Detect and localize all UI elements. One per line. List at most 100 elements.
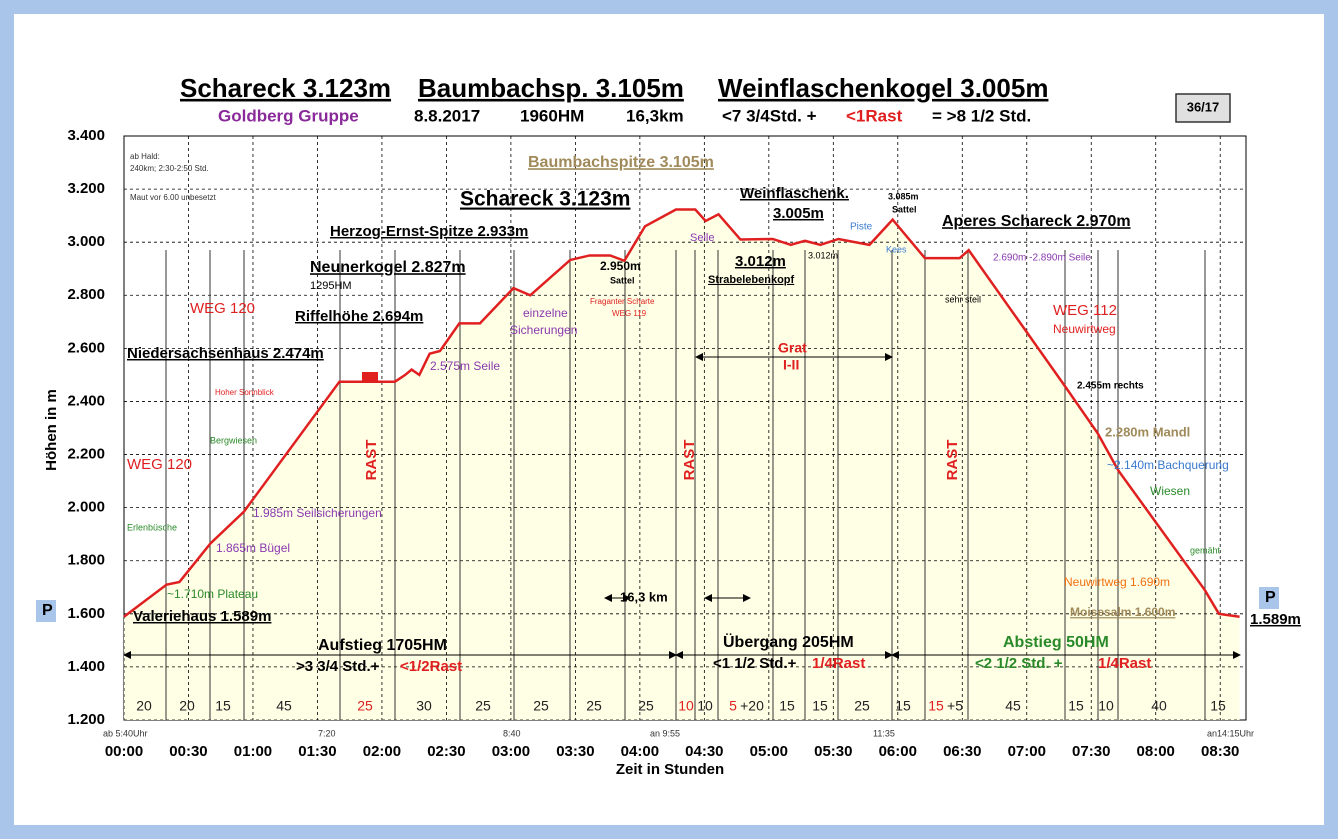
x-tick-label: 01:00 xyxy=(234,743,272,760)
annotation: Erlenbüsche xyxy=(127,522,177,532)
segment-label: +20 xyxy=(740,698,764,714)
y-tick-label: 1.200 xyxy=(67,711,105,728)
annotation: 1.865m Bügel xyxy=(216,541,290,555)
annotation: Aufstieg 1705HM xyxy=(318,637,447,654)
segment-label: +5 xyxy=(947,698,963,714)
x-tick-label: 06:00 xyxy=(879,743,917,760)
subtitle: <7 3/4Std. + xyxy=(722,106,817,125)
x-tick-label: 03:00 xyxy=(492,743,530,760)
y-tick-label: 2.600 xyxy=(67,339,105,356)
segment-label: 15 xyxy=(812,698,828,714)
badge-box xyxy=(1175,93,1231,123)
annotation: 1295HM xyxy=(310,280,352,292)
y-tick-label: 3.000 xyxy=(67,233,105,250)
annotation: Bergwiesen xyxy=(210,435,257,445)
segment-label: 10 xyxy=(1098,698,1114,714)
annotation: Riffelhöhe 2.694m xyxy=(295,308,423,325)
x-tick-label: 08:00 xyxy=(1137,743,1175,760)
annotation: Piste xyxy=(850,222,873,233)
title: Baumbachsp. 3.105m xyxy=(418,73,684,103)
segment-label: 15 xyxy=(215,698,231,714)
annotation: Schareck 3.123m xyxy=(460,188,630,211)
title: Schareck 3.123m xyxy=(180,73,391,103)
annotation: 3.012m xyxy=(808,250,838,260)
segment-label: 25 xyxy=(586,698,602,714)
annotation: Sicherungen xyxy=(510,323,577,337)
y-tick-label: 2.800 xyxy=(67,286,105,303)
annotation: sehr steil xyxy=(945,294,981,304)
x-tick-label: 00:30 xyxy=(169,743,207,760)
annotation: Neuwirtweg 1.690m xyxy=(1064,575,1170,589)
annotation: Moisesalm 1.600m xyxy=(1070,605,1175,619)
x-tick-label: 00:00 xyxy=(105,743,143,760)
annotation: 3.085m xyxy=(888,191,919,201)
annotation: 2.575m Seile xyxy=(430,359,500,373)
y-tick-label: 3.200 xyxy=(67,180,105,197)
annotation: <2 1/2 Std. + xyxy=(975,655,1063,672)
x-tick-label: 05:30 xyxy=(814,743,852,760)
x-tick-label: 07:30 xyxy=(1072,743,1110,760)
annotation: 8:40 xyxy=(503,728,521,738)
annotation: <1/2Rast xyxy=(400,658,462,675)
annotation: Valeriehaus 1.589m xyxy=(133,608,271,625)
annotation: 2.280m Mandl xyxy=(1105,424,1190,439)
segment-label: 5 xyxy=(729,698,737,714)
annotation: an 9:55 xyxy=(650,728,680,738)
annotation: Neuwirtweg xyxy=(1053,322,1116,336)
x-tick-label: 07:00 xyxy=(1008,743,1046,760)
annotation: Herzog-Ernst-Spitze 2.933m xyxy=(330,223,528,240)
segment-label: 45 xyxy=(276,698,292,714)
segment-label: 15 xyxy=(928,698,944,714)
y-tick-label: 1.400 xyxy=(67,658,105,675)
x-axis-label: Zeit in Stunden xyxy=(616,761,724,778)
annotation: ab 5:40Uhr xyxy=(103,728,148,738)
annotation: 3.005m xyxy=(773,205,824,222)
y-axis-label: Höhen in m xyxy=(43,389,60,471)
annotation: Sattel xyxy=(892,204,917,214)
annotation: Maut vor 6.00 unbesetzt xyxy=(130,193,217,202)
parking-box xyxy=(36,600,56,622)
annotation: Übergang 205HM xyxy=(723,632,854,651)
profile-line xyxy=(123,208,1240,618)
subtitle: 8.8.2017 xyxy=(414,106,480,125)
segment-label: 15 xyxy=(895,698,911,714)
subtitle: Goldberg Gruppe xyxy=(218,106,359,125)
annotation: RAST xyxy=(681,440,698,481)
segment-label: 25 xyxy=(533,698,549,714)
annotation: RAST xyxy=(944,440,961,481)
subtitle: = >8 1/2 Std. xyxy=(932,106,1031,125)
annotation: Niedersachsenhaus 2.474m xyxy=(127,345,324,362)
title: Weinflaschenkogel 3.005m xyxy=(718,73,1048,103)
annotation: 1.985m Seilsicherungen xyxy=(253,506,382,520)
annotation: ~2.140m Bachquerung xyxy=(1107,458,1229,472)
x-tick-label: 02:00 xyxy=(363,743,401,760)
annotation: RAST xyxy=(363,440,380,481)
annotation: Baumbachspitze 3.105m xyxy=(528,154,714,171)
annotation: ~1.710m Plateau xyxy=(167,587,258,601)
annotation: >3 3/4 Std.+ xyxy=(296,658,380,675)
annotation: 2.950m xyxy=(600,259,641,273)
x-tick-label: 04:30 xyxy=(685,743,723,760)
annotation: 2.455m rechts xyxy=(1077,381,1144,392)
y-tick-label: 3.400 xyxy=(67,127,105,144)
segment-label: 15 xyxy=(1068,698,1084,714)
annotation: gemäht xyxy=(1190,545,1221,555)
annotation: WEG 119 xyxy=(612,309,647,318)
annotation: Neunerkogel 2.827m xyxy=(310,259,466,276)
y-tick-label: 2.400 xyxy=(67,392,105,409)
annotation: 1.589m xyxy=(1250,611,1301,628)
annotation: 7:20 xyxy=(318,728,336,738)
annotation: Grat xyxy=(778,340,807,356)
segment-label: 20 xyxy=(136,698,152,714)
y-tick-label: 1.800 xyxy=(67,552,105,569)
annotation: 3.012m xyxy=(735,253,786,270)
x-tick-label: 05:00 xyxy=(750,743,788,760)
annotation: ab Hald: xyxy=(130,152,160,161)
annotation: P xyxy=(1265,589,1276,606)
annotation: Strabelebenkopf xyxy=(708,274,795,286)
segment-label: 25 xyxy=(357,698,373,714)
x-tick-label: 02:30 xyxy=(427,743,465,760)
annotation: an14:15Uhr xyxy=(1207,728,1254,738)
hut-icon xyxy=(362,372,378,382)
y-tick-label: 2.000 xyxy=(67,499,105,516)
